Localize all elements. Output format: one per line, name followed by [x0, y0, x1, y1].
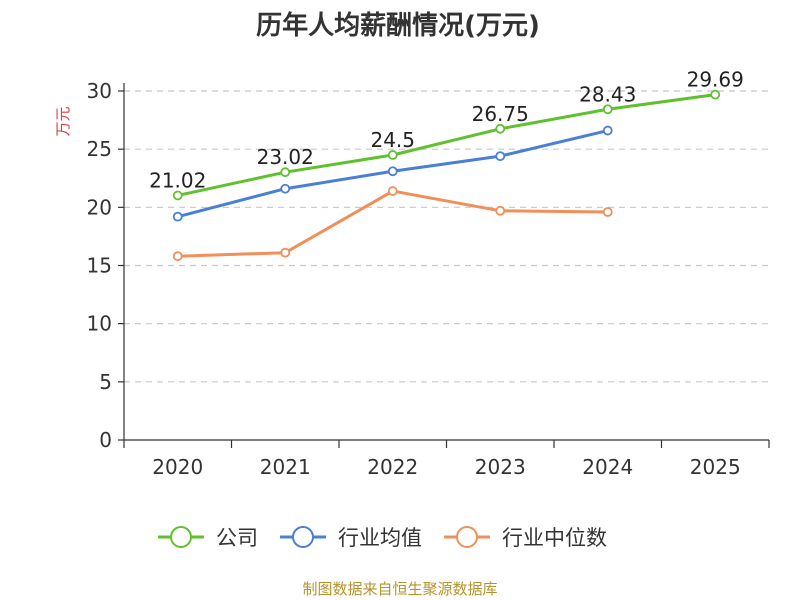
data-label: 26.75: [472, 102, 529, 126]
legend-item-2[interactable]: 行业中位数: [444, 526, 607, 550]
data-point[interactable]: [495, 123, 506, 134]
y-tick-label: 25: [87, 137, 112, 161]
data-point[interactable]: [172, 251, 183, 262]
series-1: [172, 125, 613, 222]
data-point[interactable]: [387, 186, 398, 196]
data-point[interactable]: [495, 151, 506, 162]
legend-marker: [170, 526, 192, 548]
x-tick-label: 2025: [690, 455, 741, 479]
source-note: 制图数据来自恒生聚源数据库: [302, 580, 497, 598]
series: [172, 89, 721, 262]
x-tick-label: 2023: [475, 455, 526, 479]
legend-marker: [292, 526, 314, 548]
legend-item-1[interactable]: 行业均值: [280, 526, 422, 550]
series-2: [172, 186, 613, 262]
series-0: [172, 89, 721, 201]
data-labels: 21.02 23.02 24.5 26.75 28.43 29.69: [149, 68, 744, 193]
series-line: [177, 93, 716, 197]
data-point[interactable]: [710, 89, 721, 100]
data-point[interactable]: [280, 183, 291, 194]
x-tick-label: 2020: [152, 455, 203, 479]
legend-label: 公司: [216, 526, 258, 550]
x-tick-label: 2021: [260, 455, 311, 479]
data-point[interactable]: [602, 104, 613, 115]
legend-marker: [456, 526, 478, 548]
data-point[interactable]: [602, 207, 613, 217]
data-label: 21.02: [149, 168, 206, 192]
y-tick-label: 10: [87, 312, 112, 336]
legend-item-0[interactable]: 公司: [158, 526, 258, 550]
x-tick-label: 2024: [582, 455, 633, 479]
y-tick-label: 30: [87, 79, 112, 103]
y-tick-label: 20: [87, 195, 112, 219]
x-tick-label: 2022: [367, 455, 418, 479]
legend-label: 行业中位数: [502, 526, 607, 550]
y-tick-label: 5: [99, 370, 112, 394]
y-axis-label: 万元: [54, 106, 72, 136]
data-point[interactable]: [280, 167, 291, 178]
data-point[interactable]: [172, 190, 183, 201]
legend-label: 行业均值: [338, 526, 422, 550]
y-tick-label: 15: [87, 254, 112, 278]
data-point[interactable]: [495, 205, 506, 216]
data-point[interactable]: [172, 211, 183, 222]
data-label: 29.69: [687, 68, 744, 92]
data-point[interactable]: [602, 125, 613, 136]
data-point[interactable]: [280, 247, 291, 258]
data-label: 23.02: [257, 145, 314, 169]
data-point[interactable]: [387, 166, 398, 177]
data-point[interactable]: [387, 150, 398, 160]
data-label: 28.43: [579, 82, 636, 106]
chart-title: 历年人均薪酬情况(万元): [256, 10, 540, 41]
data-label: 24.5: [370, 128, 415, 152]
y-tick-label: 0: [99, 428, 112, 452]
legend[interactable]: 公司 行业均值 行业中位数: [158, 526, 607, 550]
grid: [124, 90, 769, 383]
